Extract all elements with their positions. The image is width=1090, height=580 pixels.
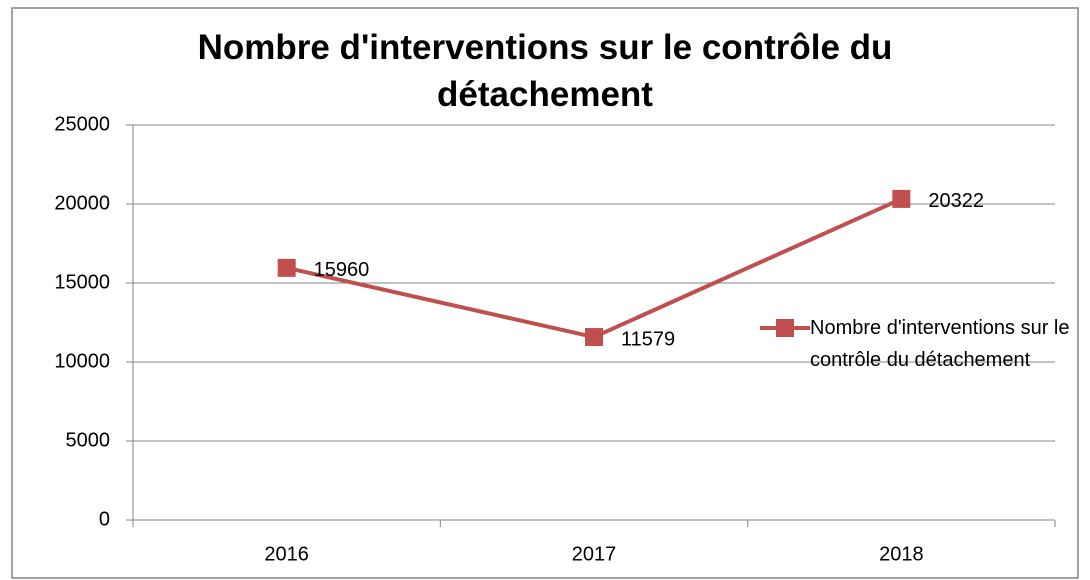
legend-box: Nombre d'interventions sur le contrôle d… (810, 317, 1070, 371)
y-tick-label: 5000 (66, 429, 111, 451)
marker (277, 258, 296, 277)
y-tick-label: 10000 (54, 350, 110, 372)
data-label: 15960 (314, 259, 370, 281)
y-tick-label: 25000 (54, 113, 110, 135)
x-tick-label: 2016 (264, 543, 309, 565)
title-box: Nombre d'interventions sur le contrôle d… (197, 28, 893, 114)
marker (585, 328, 603, 347)
data-label: 20322 (928, 190, 984, 212)
data-label: 11579 (621, 328, 675, 350)
marker (892, 189, 911, 208)
legend-label: Nombre d'interventions sur le contrôle d… (810, 317, 1070, 371)
y-tick-label: 0 (99, 508, 110, 530)
chart-title: Nombre d'interventions sur le contrôle d… (197, 28, 893, 114)
chart-border (11, 7, 1079, 579)
x-tick-label: 2018 (879, 543, 924, 565)
y-tick-label: 20000 (54, 192, 110, 214)
x-tick-label: 2017 (572, 543, 617, 565)
y-tick-label: 15000 (54, 271, 110, 293)
legend-marker (776, 319, 794, 337)
